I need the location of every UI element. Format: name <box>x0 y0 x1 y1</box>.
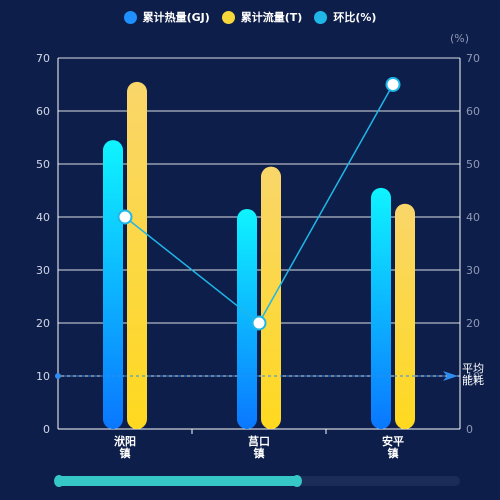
markline-start-dot <box>55 373 61 379</box>
y-right-tick-label: 20 <box>466 317 480 330</box>
legend-label-flow: 累计流量(T) <box>240 11 303 24</box>
x-tick-label: 洑阳 <box>114 434 136 448</box>
bar-flow <box>395 203 415 429</box>
slider-handle-start[interactable] <box>54 475 64 487</box>
bar-heat <box>371 187 391 429</box>
legend-dot-heat-icon <box>123 10 137 24</box>
bar-heat <box>237 209 257 429</box>
bar-heat <box>103 140 123 429</box>
y-left-tick-label: 30 <box>36 264 50 277</box>
bar-flow <box>127 81 147 429</box>
y-left-tick-label: 0 <box>43 423 50 436</box>
markline-label: 能耗 <box>462 373 484 387</box>
markline-label: 平均 <box>462 362 484 375</box>
y-right-tick-label: 10 <box>466 370 480 383</box>
y-right-tick-label: 40 <box>466 211 480 224</box>
x-tick-label: 镇 <box>120 446 131 460</box>
markline-arrow-icon <box>443 371 458 381</box>
y-right-tick-label: 50 <box>466 158 480 171</box>
legend: 累计热量(GJ) 累计流量(T) 环比(%) <box>0 9 500 25</box>
legend-item-flow[interactable]: 累计流量(T) <box>221 9 303 25</box>
slider-fill[interactable] <box>57 476 299 486</box>
x-tick-label: 镇 <box>388 446 399 460</box>
y-right-unit-label: (%) <box>450 32 469 45</box>
y-right-tick-label: 0 <box>466 423 473 436</box>
legend-label-ratio: 环比(%) <box>333 11 377 24</box>
legend-label-heat: 累计热量(GJ) <box>142 11 210 24</box>
y-right-tick-label: 30 <box>466 264 480 277</box>
x-tick-label: 安平 <box>382 434 404 448</box>
y-right-tick-label: 70 <box>466 52 480 65</box>
line-ratio-point <box>385 77 401 92</box>
line-ratio-point <box>117 209 133 225</box>
y-right-tick-label: 60 <box>466 105 480 118</box>
legend-dot-ratio-icon <box>314 10 328 24</box>
y-left-tick-label: 50 <box>36 158 50 171</box>
y-left-tick-label: 60 <box>36 105 50 118</box>
y-left-tick-label: 40 <box>36 211 50 224</box>
x-tick-label: 镇 <box>254 446 265 460</box>
line-ratio-point <box>251 315 267 331</box>
bar-flow <box>261 166 281 429</box>
slider-handle-end[interactable] <box>291 475 302 487</box>
legend-dot-flow-icon <box>221 10 235 24</box>
line-ratio <box>124 84 394 325</box>
y-left-tick-label: 10 <box>36 370 50 383</box>
legend-item-ratio[interactable]: 环比(%) <box>314 9 376 25</box>
data-zoom-slider[interactable] <box>54 472 460 488</box>
y-left-tick-label: 20 <box>36 317 50 330</box>
y-left-tick-label: 70 <box>36 52 50 65</box>
legend-item-heat[interactable]: 累计热量(GJ) <box>123 9 210 25</box>
x-tick-label: 莒口 <box>248 434 270 448</box>
